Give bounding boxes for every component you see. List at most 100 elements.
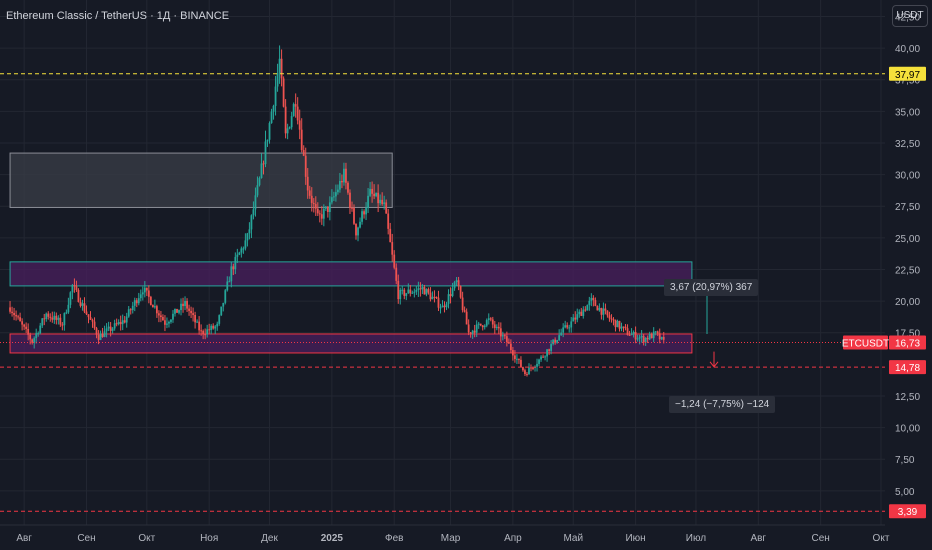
candle-body xyxy=(330,197,333,203)
candle-body xyxy=(278,58,281,74)
candle-body xyxy=(463,310,466,312)
candle-body xyxy=(236,254,239,257)
candle-body xyxy=(383,202,386,204)
candle-body xyxy=(568,327,571,329)
y-tick-label: 32,50 xyxy=(895,139,920,150)
candle-body xyxy=(137,298,140,304)
candle-body xyxy=(260,163,263,179)
candle-body xyxy=(75,286,78,290)
x-tick-label: Окт xyxy=(873,533,890,544)
candle-body xyxy=(332,196,335,198)
y-tick-label: 22,50 xyxy=(895,265,920,276)
price-axis[interactable]: 42,50 40,00 37,50 35,00 32,50 30,00 27,50 25,00… xyxy=(885,0,932,550)
candle-body xyxy=(149,296,152,305)
candle-body xyxy=(250,215,253,230)
candle-body xyxy=(73,285,76,287)
candle-body xyxy=(530,367,532,369)
candle-body xyxy=(194,314,197,323)
candle-body xyxy=(77,289,80,302)
candle-body xyxy=(369,188,371,196)
candle-body xyxy=(51,317,54,320)
candle-body xyxy=(485,320,488,326)
candle-body xyxy=(596,305,599,311)
candle-body xyxy=(248,229,251,234)
candle-body xyxy=(31,339,34,343)
candle-body xyxy=(411,292,414,294)
candle-body xyxy=(516,358,518,360)
candle-body xyxy=(455,280,458,283)
candle-body xyxy=(445,303,448,308)
candle-body xyxy=(288,127,291,129)
candle-body xyxy=(526,374,528,376)
candle-body xyxy=(489,318,492,320)
candle-body xyxy=(43,318,46,320)
candle-body xyxy=(588,300,591,306)
measure-down-label: −1,24 (−7,75%) −124 xyxy=(669,396,776,413)
candle-body xyxy=(481,325,484,328)
candle-body xyxy=(608,315,611,319)
candle-body xyxy=(107,326,110,329)
candle-body xyxy=(532,367,534,369)
candle-body xyxy=(554,339,557,343)
levels-layer xyxy=(0,73,885,512)
candle-body xyxy=(610,318,613,320)
zone-box xyxy=(9,333,693,354)
candle-body xyxy=(501,335,504,337)
candle-body xyxy=(457,280,460,287)
candle-body xyxy=(222,302,225,307)
x-tick-label: Окт xyxy=(138,533,155,544)
candle-body xyxy=(210,325,213,330)
y-tick-label: 40,00 xyxy=(895,44,920,55)
candle-body xyxy=(347,182,349,193)
candle-body xyxy=(371,188,374,194)
candle-body xyxy=(324,206,327,209)
candle-body xyxy=(391,242,394,255)
candle-body xyxy=(25,326,28,329)
candle-body xyxy=(652,331,655,339)
candle-body xyxy=(363,211,365,215)
candle-body xyxy=(200,330,203,332)
candle-body xyxy=(202,330,205,335)
candle-body xyxy=(246,233,249,241)
candle-body xyxy=(337,189,339,193)
candle-body xyxy=(284,106,287,134)
candle-body xyxy=(95,328,98,335)
candle-body xyxy=(353,208,355,224)
candle-body xyxy=(320,214,323,219)
candle-body xyxy=(298,120,301,130)
candle-body xyxy=(129,309,132,311)
currency-button[interactable]: USDT xyxy=(892,5,928,27)
x-tick-label: Мар xyxy=(441,533,461,544)
candle-body xyxy=(178,310,180,313)
candle-body xyxy=(576,314,579,320)
candle-body xyxy=(59,317,62,325)
candles-layer xyxy=(9,45,665,377)
candle-body xyxy=(262,163,265,165)
candle-body xyxy=(206,329,209,335)
candle-body xyxy=(186,300,188,309)
candle-body xyxy=(290,116,293,128)
candle-body xyxy=(170,319,172,322)
candle-body xyxy=(87,314,90,318)
candle-body xyxy=(310,195,313,203)
candle-body xyxy=(421,287,424,290)
candle-body xyxy=(113,323,116,329)
candle-body xyxy=(560,332,563,336)
candle-body xyxy=(45,313,48,320)
candle-body xyxy=(304,155,307,177)
candle-body xyxy=(264,141,267,164)
y-tick-label: 27,50 xyxy=(895,202,920,213)
candle-body xyxy=(234,256,237,270)
time-axis[interactable]: Авг Сен Окт Ноя Дек 2025 Фев Мар Апр Май Июн Июл Авг… xyxy=(0,524,890,544)
candle-body xyxy=(328,202,331,212)
y-tick-label: 7,50 xyxy=(895,455,915,466)
candle-body xyxy=(377,192,380,204)
candle-body xyxy=(618,320,621,329)
candle-body xyxy=(522,367,524,371)
candle-body xyxy=(103,331,106,337)
candle-body xyxy=(389,228,392,243)
candle-body xyxy=(85,311,88,315)
candle-body xyxy=(518,358,520,360)
candle-body xyxy=(437,297,440,308)
